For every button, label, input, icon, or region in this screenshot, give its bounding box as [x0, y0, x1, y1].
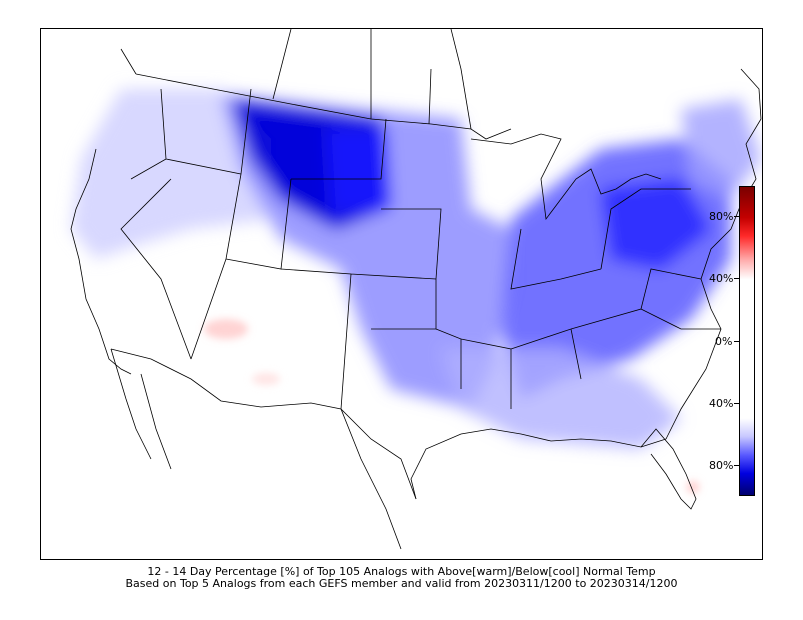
us-mexico-border [110, 348, 417, 500]
figure-caption: 12 - 14 Day Percentage [%] of Top 105 An… [40, 566, 763, 590]
new-mexico-warm-patch [252, 373, 280, 385]
colorbar-label-zero: 0% [715, 335, 733, 348]
map-panel [40, 28, 763, 560]
canada-us-border [135, 73, 512, 140]
colorbar-label-warm-80: 80% [709, 210, 734, 223]
northwest-light-blue-area [71, 89, 271, 259]
southeast-light-blue [441, 349, 681, 449]
new-england-blue [681, 99, 761, 199]
florida-peninsula [640, 428, 697, 510]
gulf-coast [410, 428, 667, 500]
colorbar-tick [734, 278, 739, 279]
caption-line-2: Based on Top 5 Analogs from each GEFS me… [125, 577, 678, 590]
colorbar [739, 186, 755, 496]
canada-outline [120, 29, 472, 130]
colorbar-tick [734, 465, 739, 466]
east-coast [665, 68, 762, 440]
colorbar-tick [734, 216, 739, 217]
southwest-warm-patch [204, 319, 248, 339]
colorbar-tick [734, 341, 739, 342]
mexico-outline [110, 348, 402, 550]
state-lines [120, 88, 721, 410]
great-lakes [470, 133, 662, 221]
colorbar-tick [734, 403, 739, 404]
colorbar-label-warm-40: 40% [709, 272, 734, 285]
west-coast [70, 148, 132, 375]
us-temperature-map [70, 29, 762, 550]
mid-atlantic-blue [601, 179, 711, 269]
warm-shading [204, 319, 699, 493]
colorbar-label-cool-40: 40% [709, 397, 734, 410]
colorbar-label-cool-80: 80% [709, 459, 734, 472]
probability-shading [71, 89, 761, 449]
map-outlines [70, 29, 762, 550]
dakotas-deep-blue [326, 129, 391, 214]
caption-line-1: 12 - 14 Day Percentage [%] of Top 105 An… [147, 565, 656, 578]
